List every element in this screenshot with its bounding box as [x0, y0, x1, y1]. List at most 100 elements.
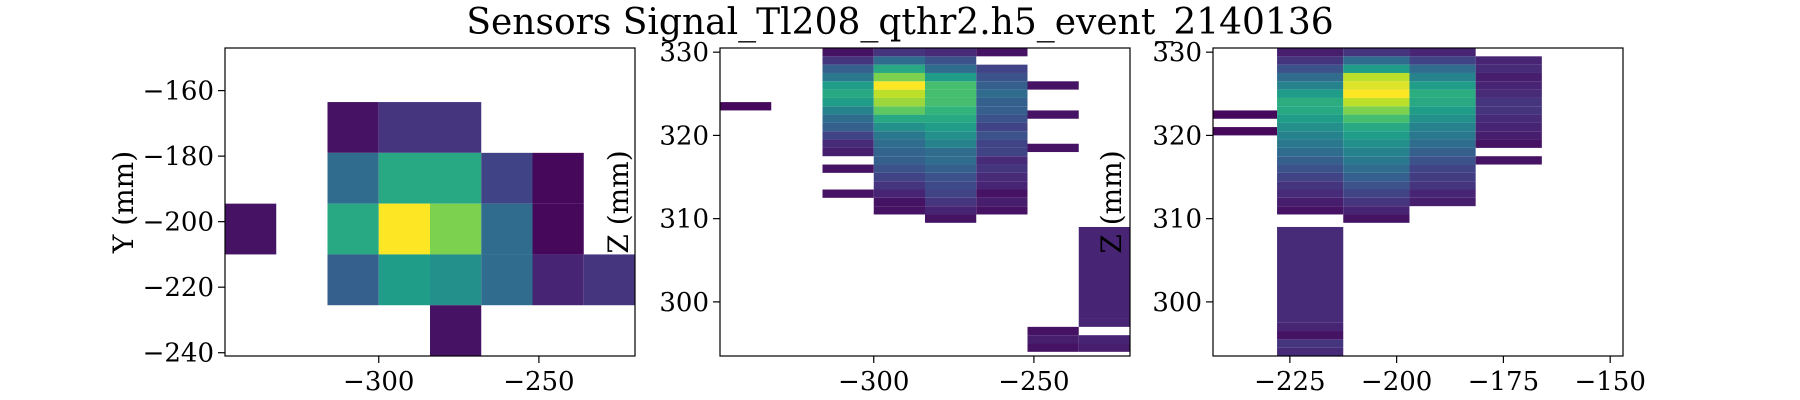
- heatmap-cell: [822, 122, 874, 132]
- heatmap-cell: [873, 48, 925, 57]
- x-tick-label: −250: [998, 367, 1069, 397]
- heatmap-cell: [1277, 56, 1344, 65]
- heatmap-cell: [976, 114, 1028, 123]
- y-tick-label: 310: [1152, 205, 1202, 235]
- y-tick-label: 330: [1152, 38, 1202, 68]
- heatmap-cell: [1277, 347, 1344, 356]
- heatmap-cell: [1409, 56, 1476, 65]
- heatmap-cell: [873, 106, 925, 115]
- figure-title: Sensors Signal_Tl208_qthr2.h5_event_2140…: [466, 2, 1333, 43]
- heatmap-cell: [976, 131, 1028, 140]
- heatmap-cell: [1277, 156, 1344, 165]
- heatmap-cell: [430, 305, 482, 356]
- heatmap-cell: [873, 131, 925, 140]
- heatmap-cell: [1277, 189, 1344, 198]
- x-tick-label: −200: [1361, 367, 1432, 397]
- heatmap-cell: [976, 197, 1028, 207]
- y-tick-label: 330: [659, 38, 709, 68]
- heatmap-cell: [925, 56, 977, 65]
- heatmap-cell: [822, 106, 874, 115]
- heatmap-cell: [976, 72, 1028, 82]
- heatmap-cell: [925, 97, 977, 107]
- heatmap-cell: [1475, 81, 1542, 90]
- panel-xz: −300 −250 300 310 320 330 Z (mm): [602, 38, 1131, 397]
- heatmap-cell: [1343, 48, 1410, 57]
- heatmap-cell: [378, 254, 430, 306]
- y-tick-label: −160: [143, 77, 214, 107]
- heatmap-cell: [1027, 335, 1079, 344]
- heatmap-cell: [1409, 72, 1476, 82]
- heatmap-cell: [822, 72, 874, 82]
- heatmap-cell: [1409, 48, 1476, 57]
- heatmap-cell: [327, 203, 379, 255]
- heatmap-cell: [1343, 214, 1410, 223]
- heatmap-cell: [378, 102, 430, 153]
- heatmap-cell: [583, 254, 635, 306]
- heatmap-cell: [1475, 72, 1542, 82]
- heatmap-cell: [1277, 89, 1344, 98]
- heatmap-cell: [1343, 81, 1410, 90]
- heatmap-cell: [1277, 339, 1344, 348]
- heatmap-cell: [1277, 164, 1344, 173]
- heatmap-cell: [1277, 147, 1344, 157]
- heatmap-cell: [1409, 164, 1476, 173]
- x-tick-label: −150: [1574, 367, 1645, 397]
- y-tick-label: 300: [1152, 288, 1202, 318]
- heatmap-cell: [1343, 122, 1410, 132]
- heatmap-cell: [327, 254, 379, 306]
- heatmap-cell: [925, 214, 977, 223]
- heatmap-cell: [1027, 110, 1079, 119]
- heatmap-cell: [1475, 156, 1542, 165]
- y-tick-label: 320: [1152, 121, 1202, 151]
- heatmap-cell: [430, 254, 482, 306]
- heatmap-cell: [1475, 89, 1542, 98]
- heatmap-cell: [1343, 97, 1410, 107]
- heatmap-cell: [822, 89, 874, 98]
- heatmap-cell: [1277, 97, 1344, 107]
- heatmap-cell: [1078, 335, 1130, 344]
- heatmap-cell: [378, 203, 430, 255]
- heatmap-cell: [1213, 110, 1278, 119]
- heatmap-cell: [873, 81, 925, 90]
- heatmap-cell: [925, 89, 977, 98]
- heatmap-cell: [1409, 106, 1476, 115]
- heatmap-cell: [822, 114, 874, 123]
- heatmap-cell: [1343, 106, 1410, 115]
- heatmap-cell: [1343, 89, 1410, 98]
- heatmap-cell: [873, 122, 925, 132]
- heatmap-cell: [822, 56, 874, 65]
- heatmap-cell: [1343, 156, 1410, 165]
- heatmap-cell: [822, 81, 874, 90]
- heatmap-cell: [225, 203, 277, 255]
- heatmap-cell: [1409, 181, 1476, 190]
- heatmap-cell: [1409, 64, 1476, 73]
- heatmap-cell: [1343, 181, 1410, 190]
- panels: −300 −250 −160 −180 −200 −220 −240 Y (mm) −300 −2…: [107, 38, 1646, 397]
- heatmap-cell: [1027, 326, 1079, 336]
- heatmap-cell: [1277, 181, 1344, 190]
- heatmap-cell: [1343, 147, 1410, 157]
- heatmap-cell: [1475, 64, 1542, 73]
- heatmap-cell: [976, 156, 1028, 165]
- heatmap-cell: [1277, 139, 1344, 148]
- heatmap-cell: [430, 203, 482, 255]
- y-axis-label: Z (mm): [1095, 150, 1128, 253]
- heatmap-cell: [822, 164, 874, 173]
- heatmap-cell: [822, 131, 874, 140]
- heatmap-cell: [925, 197, 977, 207]
- heatmap-cell: [1409, 89, 1476, 98]
- heatmap-cell: [1277, 131, 1344, 140]
- heatmap-cell: [1343, 197, 1410, 207]
- heatmap-cell: [1343, 172, 1410, 182]
- heatmap-cell: [1277, 197, 1344, 207]
- heatmap-cell: [1213, 127, 1278, 136]
- heatmap-cell: [481, 254, 533, 306]
- heatmap-cell: [1277, 172, 1344, 182]
- heatmap-cell: [822, 147, 874, 157]
- heatmap-cell: [873, 189, 925, 198]
- heatmap-cell: [925, 106, 977, 115]
- heatmap-cell: [1343, 56, 1410, 65]
- heatmap-cell: [1343, 131, 1410, 140]
- heatmap-cell: [1277, 64, 1344, 73]
- y-axis-label: Z (mm): [602, 150, 635, 253]
